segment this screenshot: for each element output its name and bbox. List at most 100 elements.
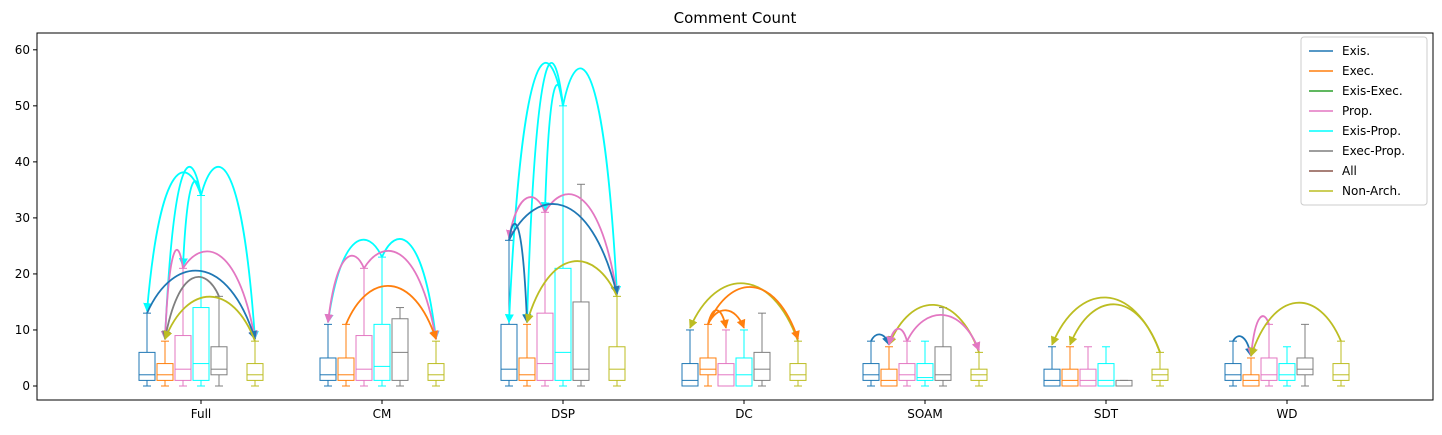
box-wd-exis-prop — [1278, 346, 1296, 387]
legend-entry-exec: Exec. — [1309, 64, 1374, 78]
svg-text:All: All — [1342, 164, 1357, 178]
arc-cm-prop-to-non-arch — [363, 249, 440, 341]
box-dsp-exec — [518, 323, 536, 387]
legend-entry-exec-prop: Exec-Prop. — [1309, 144, 1405, 158]
arc-full-exis-prop-to-non-arch — [200, 165, 259, 341]
box-dc-exec — [699, 323, 717, 387]
arc-full-prop-to-non-arch — [182, 250, 258, 341]
box-dsp-exis-prop — [554, 105, 572, 387]
box-cm-non-arch — [427, 340, 445, 387]
y-tick-label: 20 — [15, 267, 30, 281]
box-sdt-exec — [1061, 346, 1079, 387]
box-cm-exec-prop — [391, 307, 409, 387]
arc-full-exis-prop-to-prop — [178, 180, 202, 268]
x-tick-label-full: Full — [191, 407, 212, 421]
svg-text:Prop.: Prop. — [1342, 104, 1372, 118]
arc-full-non-arch-to-exec — [163, 295, 256, 342]
box-full-non-arch — [246, 340, 264, 387]
box-full-exis-prop — [192, 194, 210, 387]
legend-entry-non-arch: Non-Arch. — [1309, 184, 1401, 198]
arc-full-exec-prop-to-exec — [162, 276, 220, 341]
arc-dc-exec-to-exis-prop — [707, 309, 746, 329]
arc-soam-prop-to-exec — [886, 327, 908, 346]
box-dc-exis — [681, 329, 699, 387]
arc-dsp-exis-prop-to-non-arch — [562, 67, 622, 296]
box-wd-non-arch — [1332, 340, 1350, 387]
y-tick-label: 0 — [22, 379, 30, 393]
legend-entry-exis-exec: Exis-Exec. — [1309, 84, 1403, 98]
y-tick-label: 40 — [15, 155, 30, 169]
box-sdt-exec-prop — [1115, 379, 1133, 387]
arc-full-exis-to-non-arch — [146, 269, 257, 341]
legend-entry-exis-prop: Exis-Prop. — [1309, 124, 1401, 138]
legend-entry-exis: Exis. — [1309, 44, 1370, 58]
chart-title: Comment Count — [674, 9, 797, 27]
box-wd-prop — [1260, 323, 1278, 387]
box-cm-exis — [319, 323, 337, 387]
box-soam-exec-prop — [934, 307, 952, 387]
arc-dsp-exis-prop-to-exec — [522, 62, 564, 324]
box-dc-prop — [717, 329, 735, 387]
box-cm-prop — [355, 267, 373, 387]
box-full-exis — [138, 312, 156, 387]
arc-dsp-exis-to-non-arch — [508, 203, 620, 296]
arc-dsp-exis-prop-to-exis — [504, 62, 564, 324]
x-tick-label-wd: WD — [1276, 407, 1297, 421]
arc-wd-exis-to-exec — [1232, 335, 1254, 357]
box-sdt-exis — [1043, 346, 1061, 387]
box-soam-prop — [898, 340, 916, 387]
x-tick-label-sdt: SDT — [1094, 407, 1119, 421]
box-soam-exec — [880, 346, 898, 387]
svg-text:Exec-Prop.: Exec-Prop. — [1342, 144, 1405, 158]
axes-frame — [36, 32, 1434, 401]
arc-dsp-non-arch-to-exec — [524, 260, 618, 324]
box-dc-exec-prop — [753, 312, 771, 387]
box-dsp-exec-prop — [572, 183, 590, 387]
box-dsp-prop — [536, 211, 554, 387]
box-wd-exec-prop — [1296, 323, 1314, 387]
arc-soam-prop-to-non-arch — [906, 314, 981, 352]
svg-text:Non-Arch.: Non-Arch. — [1342, 184, 1401, 198]
y-tick-label: 30 — [15, 211, 30, 225]
y-tick-label: 60 — [15, 43, 30, 57]
legend-entry-all: All — [1309, 164, 1357, 178]
box-full-prop — [174, 267, 192, 387]
x-tick-label-cm: CM — [373, 407, 392, 421]
box-sdt-prop — [1079, 346, 1097, 387]
arc-dsp-prop-to-non-arch — [544, 193, 621, 296]
box-wd-exec — [1242, 357, 1260, 387]
arc-cm-exec-to-non-arch — [345, 285, 438, 341]
box-cm-exis-prop — [373, 256, 391, 387]
box-soam-exis — [862, 340, 880, 387]
legend-box — [1300, 36, 1428, 206]
box-dc-exis-prop — [735, 329, 753, 387]
svg-text:Exis-Exec.: Exis-Exec. — [1342, 84, 1403, 98]
x-tick-label-dsp: DSP — [551, 407, 575, 421]
y-tick-label: 50 — [15, 99, 30, 113]
arc-dc-exec-to-non-arch — [707, 286, 800, 341]
x-tick-label-dc: DC — [735, 407, 753, 421]
svg-text:Exec.: Exec. — [1342, 64, 1374, 78]
arc-dsp-exis-prop-to-prop — [540, 84, 564, 212]
arc-sdt-non-arch-to-exec — [1068, 303, 1161, 353]
box-wd-exis — [1224, 340, 1242, 387]
box-full-exec — [156, 340, 174, 387]
x-tick-label-soam: SOAM — [907, 407, 942, 421]
arc-cm-prop-to-exis — [324, 254, 365, 324]
arc-full-exis-prop-to-exec — [160, 165, 202, 341]
arc-dc-non-arch-to-exis — [689, 282, 799, 342]
arc-soam-exis-to-exec — [870, 333, 891, 346]
legend-entry-prop: Prop. — [1309, 104, 1372, 118]
arc-full-exis-prop-to-exis — [143, 171, 202, 313]
box-full-exec-prop — [210, 295, 228, 387]
arc-dsp-exis-to-exec — [508, 223, 532, 324]
box-cm-exec — [337, 323, 355, 387]
arc-full-prop-to-exec — [160, 249, 184, 341]
box-dsp-non-arch — [608, 295, 626, 387]
arc-wd-non-arch-to-exec — [1249, 301, 1342, 357]
svg-text:Exis.: Exis. — [1342, 44, 1370, 58]
box-sdt-non-arch — [1151, 351, 1169, 387]
box-dc-non-arch — [789, 340, 807, 387]
plot-area: 0 10 20 30 40 50 60 Full CM DSP DC SOAM SDT WD — [15, 32, 1434, 421]
